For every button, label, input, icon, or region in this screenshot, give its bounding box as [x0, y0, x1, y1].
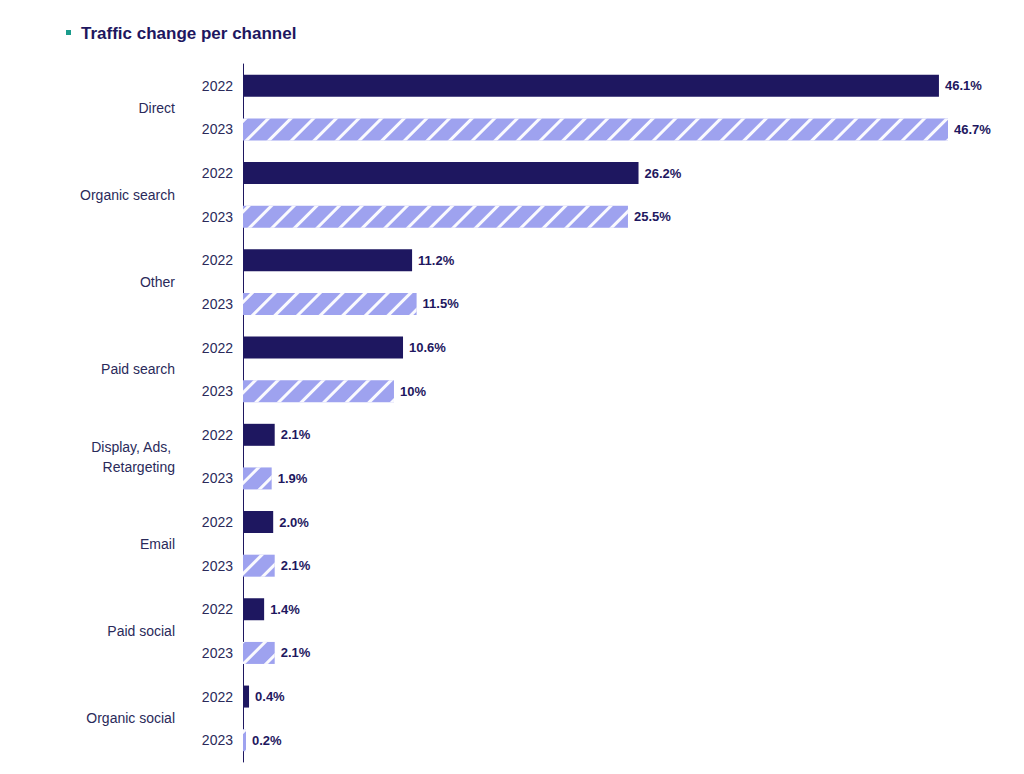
svg-text:10%: 10%: [400, 384, 426, 399]
svg-text:2022: 2022: [202, 165, 233, 181]
svg-text:2022: 2022: [202, 514, 233, 530]
svg-text:2022: 2022: [202, 427, 233, 443]
svg-text:2.1%: 2.1%: [281, 427, 311, 442]
svg-text:11.5%: 11.5%: [423, 296, 460, 311]
svg-text:2023: 2023: [202, 645, 233, 661]
svg-text:Other: Other: [140, 274, 175, 290]
svg-text:0.4%: 0.4%: [255, 689, 285, 704]
svg-text:2023: 2023: [202, 470, 233, 486]
svg-text:26.2%: 26.2%: [645, 166, 682, 181]
svg-text:46.7%: 46.7%: [954, 122, 991, 137]
svg-text:2022: 2022: [202, 340, 233, 356]
svg-text:25.5%: 25.5%: [634, 209, 671, 224]
svg-text:2022: 2022: [202, 601, 233, 617]
svg-text:Paid social: Paid social: [107, 623, 175, 639]
svg-text:Traffic change per channel: Traffic change per channel: [81, 24, 296, 43]
svg-text:Organic search: Organic search: [80, 187, 175, 203]
svg-text:10.6%: 10.6%: [409, 340, 446, 355]
svg-text:Display, Ads,: Display, Ads,: [91, 439, 175, 455]
svg-text:2.1%: 2.1%: [281, 558, 311, 573]
svg-text:46.1%: 46.1%: [945, 78, 982, 93]
svg-text:Email: Email: [140, 536, 175, 552]
svg-text:2023: 2023: [202, 296, 233, 312]
svg-text:2.1%: 2.1%: [281, 645, 311, 660]
svg-text:11.2%: 11.2%: [418, 253, 455, 268]
svg-text:Retargeting: Retargeting: [103, 459, 175, 475]
svg-text:1.4%: 1.4%: [270, 602, 300, 617]
svg-text:2023: 2023: [202, 209, 233, 225]
svg-text:1.9%: 1.9%: [278, 471, 308, 486]
svg-text:Organic social: Organic social: [86, 710, 175, 726]
svg-text:2022: 2022: [202, 78, 233, 94]
svg-text:2022: 2022: [202, 689, 233, 705]
svg-text:2023: 2023: [202, 121, 233, 137]
svg-text:Paid search: Paid search: [101, 361, 175, 377]
svg-text:2023: 2023: [202, 732, 233, 748]
svg-text:2.0%: 2.0%: [279, 515, 309, 530]
svg-text:0.2%: 0.2%: [252, 733, 282, 748]
svg-text:2023: 2023: [202, 383, 233, 399]
svg-text:2022: 2022: [202, 252, 233, 268]
svg-text:Direct: Direct: [138, 100, 175, 116]
svg-text:2023: 2023: [202, 558, 233, 574]
